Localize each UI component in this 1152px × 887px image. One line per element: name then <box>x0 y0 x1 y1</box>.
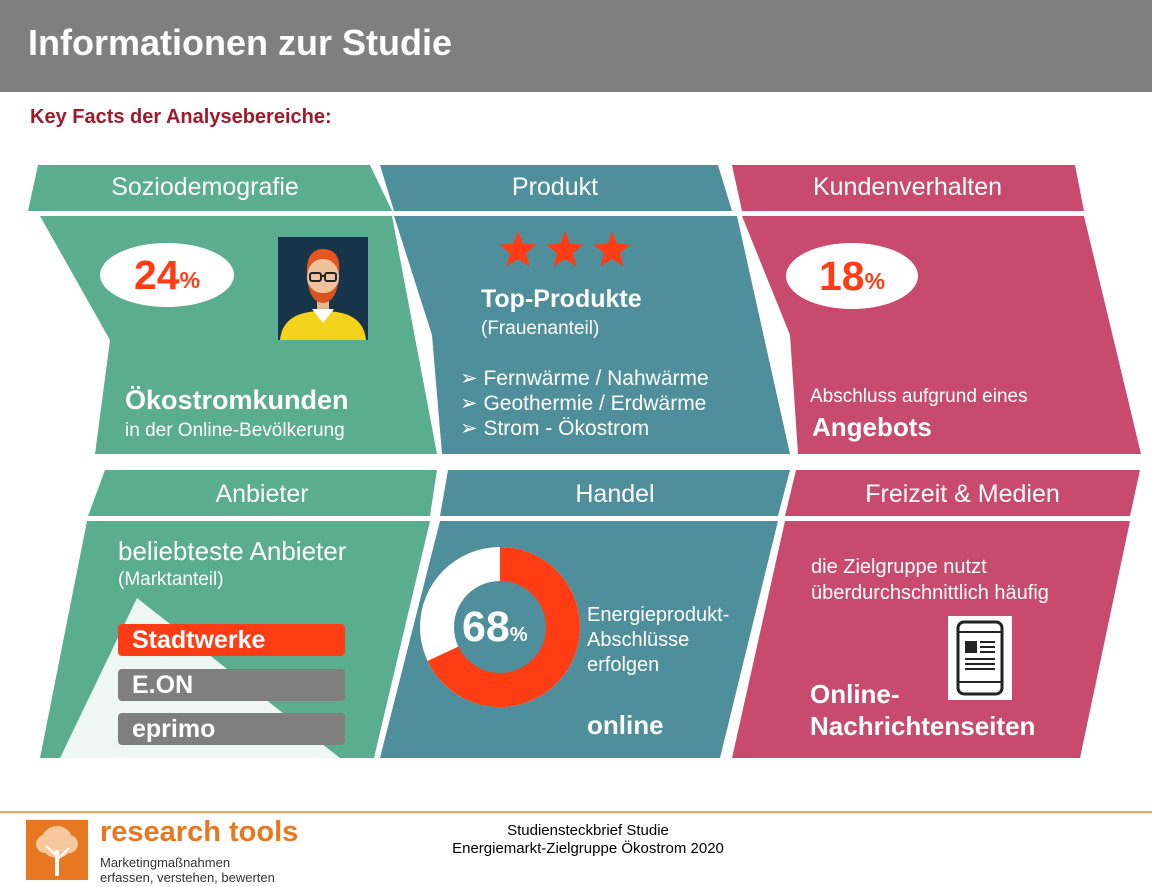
panel-headline: online <box>587 710 664 740</box>
band-freizeit <box>785 470 1140 516</box>
person-avatar-icon <box>278 237 368 340</box>
body-produkt <box>394 216 790 454</box>
stat-unit: % <box>179 266 201 293</box>
doc-title-line-1: Studiensteckbrief Studie <box>507 822 669 839</box>
list-item-text: Geothermie / Erdwärme <box>483 392 707 415</box>
body-freizeit <box>732 521 1130 758</box>
panel-caption: die Zielgruppe nutzt <box>811 556 987 578</box>
body-kundenverhalten <box>742 216 1141 454</box>
donut-value: 68% <box>462 603 528 652</box>
panel-caption: erfolgen <box>587 654 660 676</box>
panel-headline: beliebteste Anbieter <box>118 536 347 566</box>
list-item-text: Strom - Ökostrom <box>483 417 650 440</box>
value-oval: 24% <box>100 243 234 307</box>
provider-bar-1: Stadtwerke <box>118 624 345 656</box>
band-soziodemografie <box>28 165 392 211</box>
label-freizeit: Freizeit & Medien <box>865 480 1060 508</box>
stat-value: 24 <box>133 251 180 298</box>
footer-divider <box>0 811 1152 813</box>
body-soziodemografie <box>40 216 437 454</box>
panel-headline: Nachrichtenseiten <box>810 711 1036 741</box>
panel-caption: Abschlüsse <box>587 629 690 651</box>
title-bar: Informationen zur Studie <box>0 0 1152 92</box>
band-kundenverhalten <box>732 165 1084 211</box>
donut-chart <box>420 547 580 707</box>
provider-bar-2: E.ON <box>118 669 345 701</box>
stat-unit: % <box>509 624 528 646</box>
logo-tagline-1: Marketingmaßnahmen <box>100 855 231 870</box>
band-handel <box>440 470 790 516</box>
value-oval: 18% <box>786 243 918 309</box>
panel-caption: überdurchschnittlich häufig <box>811 582 1049 604</box>
doc-title-line-2: Energiemarkt-Zielgruppe Ökostrom 2020 <box>452 840 724 857</box>
panel-caption: in der Online-Bevölkerung <box>125 420 345 441</box>
bullet-arrow-icon: ➢ <box>460 417 478 440</box>
tree-logo-icon <box>26 820 88 880</box>
panel-headline: Online- <box>810 679 900 709</box>
list-item: ➢ Geothermie / Erdwärme <box>460 391 706 416</box>
label-produkt: Produkt <box>511 173 599 201</box>
label-handel: Handel <box>575 480 655 508</box>
panel-caption: Abschluss aufgrund eines <box>810 386 1028 407</box>
bullet-arrow-icon: ➢ <box>460 367 478 390</box>
list-item: ➢ Fernwärme / Nahwärme <box>460 366 709 391</box>
band-anbieter <box>88 470 437 516</box>
donut-hole <box>454 581 546 673</box>
bullet-arrow-icon: ➢ <box>460 392 478 415</box>
panel-headline: Ökostromkunden <box>125 385 349 415</box>
label-soziodemografie: Soziodemografie <box>111 173 299 201</box>
panel-headline: Angebots <box>812 412 932 442</box>
stat-value: 68 <box>462 603 510 651</box>
logo-tagline-2: erfassen, verstehen, bewerten <box>100 870 275 885</box>
stat-value: 18 <box>818 252 865 299</box>
stat-unit: % <box>864 267 886 294</box>
label-kundenverhalten: Kundenverhalten <box>812 173 1003 201</box>
list-item: ➢ Strom - Ökostrom <box>460 416 649 441</box>
three-stars-icon <box>499 231 631 267</box>
tablet-news-icon <box>948 616 1012 700</box>
label-anbieter: Anbieter <box>215 480 309 508</box>
panel-headline: Top-Produkte <box>481 285 642 313</box>
page-title: Informationen zur Studie <box>28 22 453 63</box>
provider-bar-3: eprimo <box>118 713 345 745</box>
band-produkt <box>380 165 732 211</box>
logo-name: research tools <box>100 816 299 848</box>
panel-caption: (Marktanteil) <box>118 569 224 590</box>
panel-caption: Energieprodukt- <box>587 604 730 626</box>
panel-caption: (Frauenanteil) <box>481 318 600 339</box>
list-item-text: Fernwärme / Nahwärme <box>483 367 709 390</box>
section-subtitle: Key Facts der Analysebereiche: <box>30 106 332 128</box>
